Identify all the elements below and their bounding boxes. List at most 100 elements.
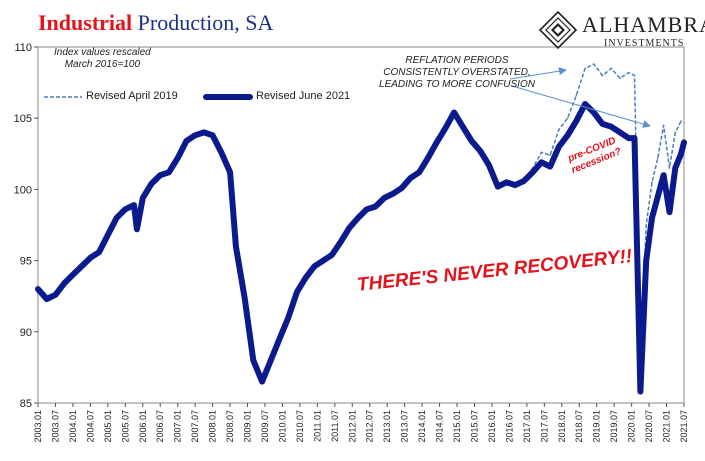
series-point-revised-june-2021	[320, 258, 326, 264]
series-point-revised-june-2021	[469, 138, 475, 144]
series-point-revised-april-2019	[540, 151, 543, 154]
legend-label-2019: Revised April 2019	[86, 90, 178, 102]
x-tick-label: 2013.01	[382, 410, 392, 443]
title-part1: Industrial	[38, 10, 133, 35]
x-tick-label: 2015.01	[452, 410, 462, 443]
series-point-revised-april-2019	[657, 157, 659, 159]
series-point-revised-june-2021	[530, 169, 536, 175]
series-point-revised-june-2021	[105, 232, 111, 238]
series-point-revised-june-2021	[227, 169, 233, 175]
series-point-revised-june-2021	[346, 225, 352, 231]
x-tick-label: 2004.07	[85, 410, 95, 443]
series-point-revised-april-2019	[680, 120, 682, 122]
x-tick-label: 2020.01	[627, 410, 637, 443]
x-tick-label: 2011.07	[330, 410, 340, 442]
series-point-revised-june-2021	[242, 295, 248, 301]
series-point-revised-april-2019	[619, 77, 621, 80]
series-point-revised-april-2019	[668, 167, 671, 169]
series-point-revised-june-2021	[140, 195, 146, 201]
reflation-note-line1: REFLATION PERIODS	[405, 55, 509, 66]
series-point-revised-june-2021	[486, 162, 492, 168]
logo-name: ALHAMBRA	[582, 12, 705, 37]
series-point-revised-june-2021	[672, 165, 678, 171]
series-point-revised-june-2021	[521, 178, 527, 184]
series-point-revised-june-2021	[175, 155, 181, 161]
gridlines	[37, 46, 685, 404]
series-point-revised-june-2021	[166, 169, 172, 175]
series-line-revised-april-2019	[523, 63, 682, 361]
series-point-revised-june-2021	[52, 292, 58, 298]
series-point-revised-april-2019	[674, 131, 677, 134]
series-point-revised-april-2019	[549, 154, 551, 157]
x-tick-label: 2016.01	[487, 410, 497, 443]
series-point-revised-june-2021	[573, 118, 579, 124]
index-note: Index values rescaled March 2016=100	[54, 47, 151, 71]
series-point-revised-june-2021	[637, 389, 643, 395]
series-point-revised-april-2019	[662, 124, 665, 127]
series-point-revised-june-2021	[390, 191, 396, 197]
series-point-revised-june-2021	[632, 135, 638, 141]
series-point-revised-april-2019	[592, 63, 595, 65]
index-note-line1: Index values rescaled	[54, 47, 151, 58]
x-tick-label: 2020.07	[644, 410, 654, 443]
x-tick-label: 2007.07	[190, 410, 200, 443]
x-tick-label: 2018.01	[557, 410, 567, 443]
alhambra-logo: ALHAMBRA INVESTMENTS	[538, 8, 705, 54]
series-point-revised-june-2021	[277, 336, 283, 342]
reflation-note-line3: LEADING TO MORE CONFUSION	[379, 79, 535, 90]
series-point-revised-april-2019	[610, 67, 613, 70]
series-point-revised-june-2021	[407, 175, 413, 181]
series-point-revised-june-2021	[538, 159, 544, 165]
series-point-revised-june-2021	[329, 252, 335, 258]
y-tick-label: 95	[20, 256, 32, 268]
series-point-revised-june-2021	[233, 243, 239, 249]
x-tick-label: 2008.01	[208, 410, 218, 443]
series-point-revised-june-2021	[192, 132, 198, 138]
x-tick-label: 2021.07	[679, 410, 689, 443]
series-point-revised-june-2021	[416, 169, 422, 175]
x-tick-label: 2005.01	[103, 410, 113, 443]
series-point-revised-june-2021	[556, 144, 562, 150]
series-point-revised-april-2019	[633, 74, 636, 77]
series-point-revised-june-2021	[61, 280, 67, 286]
index-note-line2: March 2016=100	[64, 59, 141, 70]
x-tick-label: 2014.01	[417, 410, 427, 443]
x-tick-label: 2017.07	[539, 410, 549, 443]
series-point-revised-june-2021	[600, 121, 606, 127]
series-point-revised-april-2019	[575, 94, 578, 97]
series-point-revised-june-2021	[201, 129, 207, 135]
x-tick-label: 2006.07	[155, 410, 165, 443]
series-point-revised-april-2019	[584, 67, 586, 70]
x-tick-label: 2021.01	[662, 410, 672, 443]
y-tick-label: 105	[14, 113, 32, 125]
annotation-arrows	[509, 67, 651, 128]
diamond-logo-icon	[538, 10, 578, 50]
series-point-revised-june-2021	[591, 110, 597, 116]
series-point-revised-june-2021	[547, 164, 553, 170]
x-tick-label: 2005.07	[120, 410, 130, 443]
series-point-revised-june-2021	[477, 148, 483, 154]
series-point-revised-june-2021	[495, 184, 501, 190]
series-point-revised-june-2021	[661, 172, 667, 178]
x-tick-label: 2003.01	[33, 410, 43, 443]
series-point-revised-april-2019	[645, 224, 647, 226]
series-point-revised-april-2019	[627, 71, 630, 74]
series-point-revised-june-2021	[268, 357, 274, 363]
series-point-revised-june-2021	[250, 357, 256, 363]
series-point-revised-june-2021	[122, 206, 128, 212]
series-point-revised-april-2019	[558, 128, 560, 131]
x-tick-label: 2006.01	[138, 410, 148, 443]
series-point-revised-june-2021	[503, 179, 509, 185]
arrow-to-2021	[511, 85, 651, 128]
series-point-revised-june-2021	[131, 202, 137, 208]
x-tick-label: 2019.01	[592, 410, 602, 443]
x-tick-label: 2017.01	[522, 410, 532, 443]
series-point-revised-june-2021	[183, 138, 189, 144]
series-point-revised-june-2021	[311, 263, 317, 269]
series-point-revised-june-2021	[210, 132, 216, 138]
series-point-revised-june-2021	[666, 209, 672, 215]
y-tick-label: 90	[20, 327, 32, 339]
y-tick-label: 85	[20, 398, 32, 410]
legend-label-2021: Revised June 2021	[256, 90, 351, 102]
